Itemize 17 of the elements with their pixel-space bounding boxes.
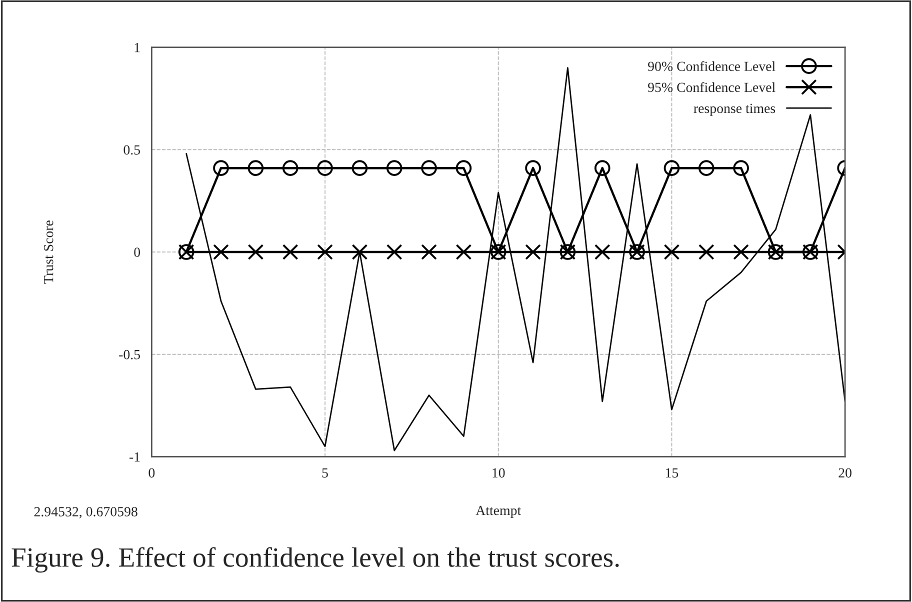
legend-label: 90% Confidence Level [648,61,776,72]
legend-label: 95% Confidence Level [648,82,776,92]
caption: Figure 9. Effect of confidence level on the trust scores. [12,547,619,573]
y-tick-label: 0.5 [124,145,140,155]
x-tick-label: 0 [148,468,155,478]
y-tick-label: -1 [130,452,140,462]
x-tick-label: 5 [322,468,328,478]
x-axis-title: Attempt [476,506,522,518]
y-tick-label: -0.5 [119,350,140,360]
y-tick-label: 1 [134,42,140,52]
legend-label: response times [694,104,776,116]
x-tick-label: 20 [838,468,852,478]
y-axis-title: Trust Score [44,220,54,284]
y-tick-label: 0 [134,248,140,257]
text: 2.94532, 0.670598 [34,507,138,518]
x-tick-label: 15 [666,468,678,478]
x-tick-label: 10 [492,468,505,478]
